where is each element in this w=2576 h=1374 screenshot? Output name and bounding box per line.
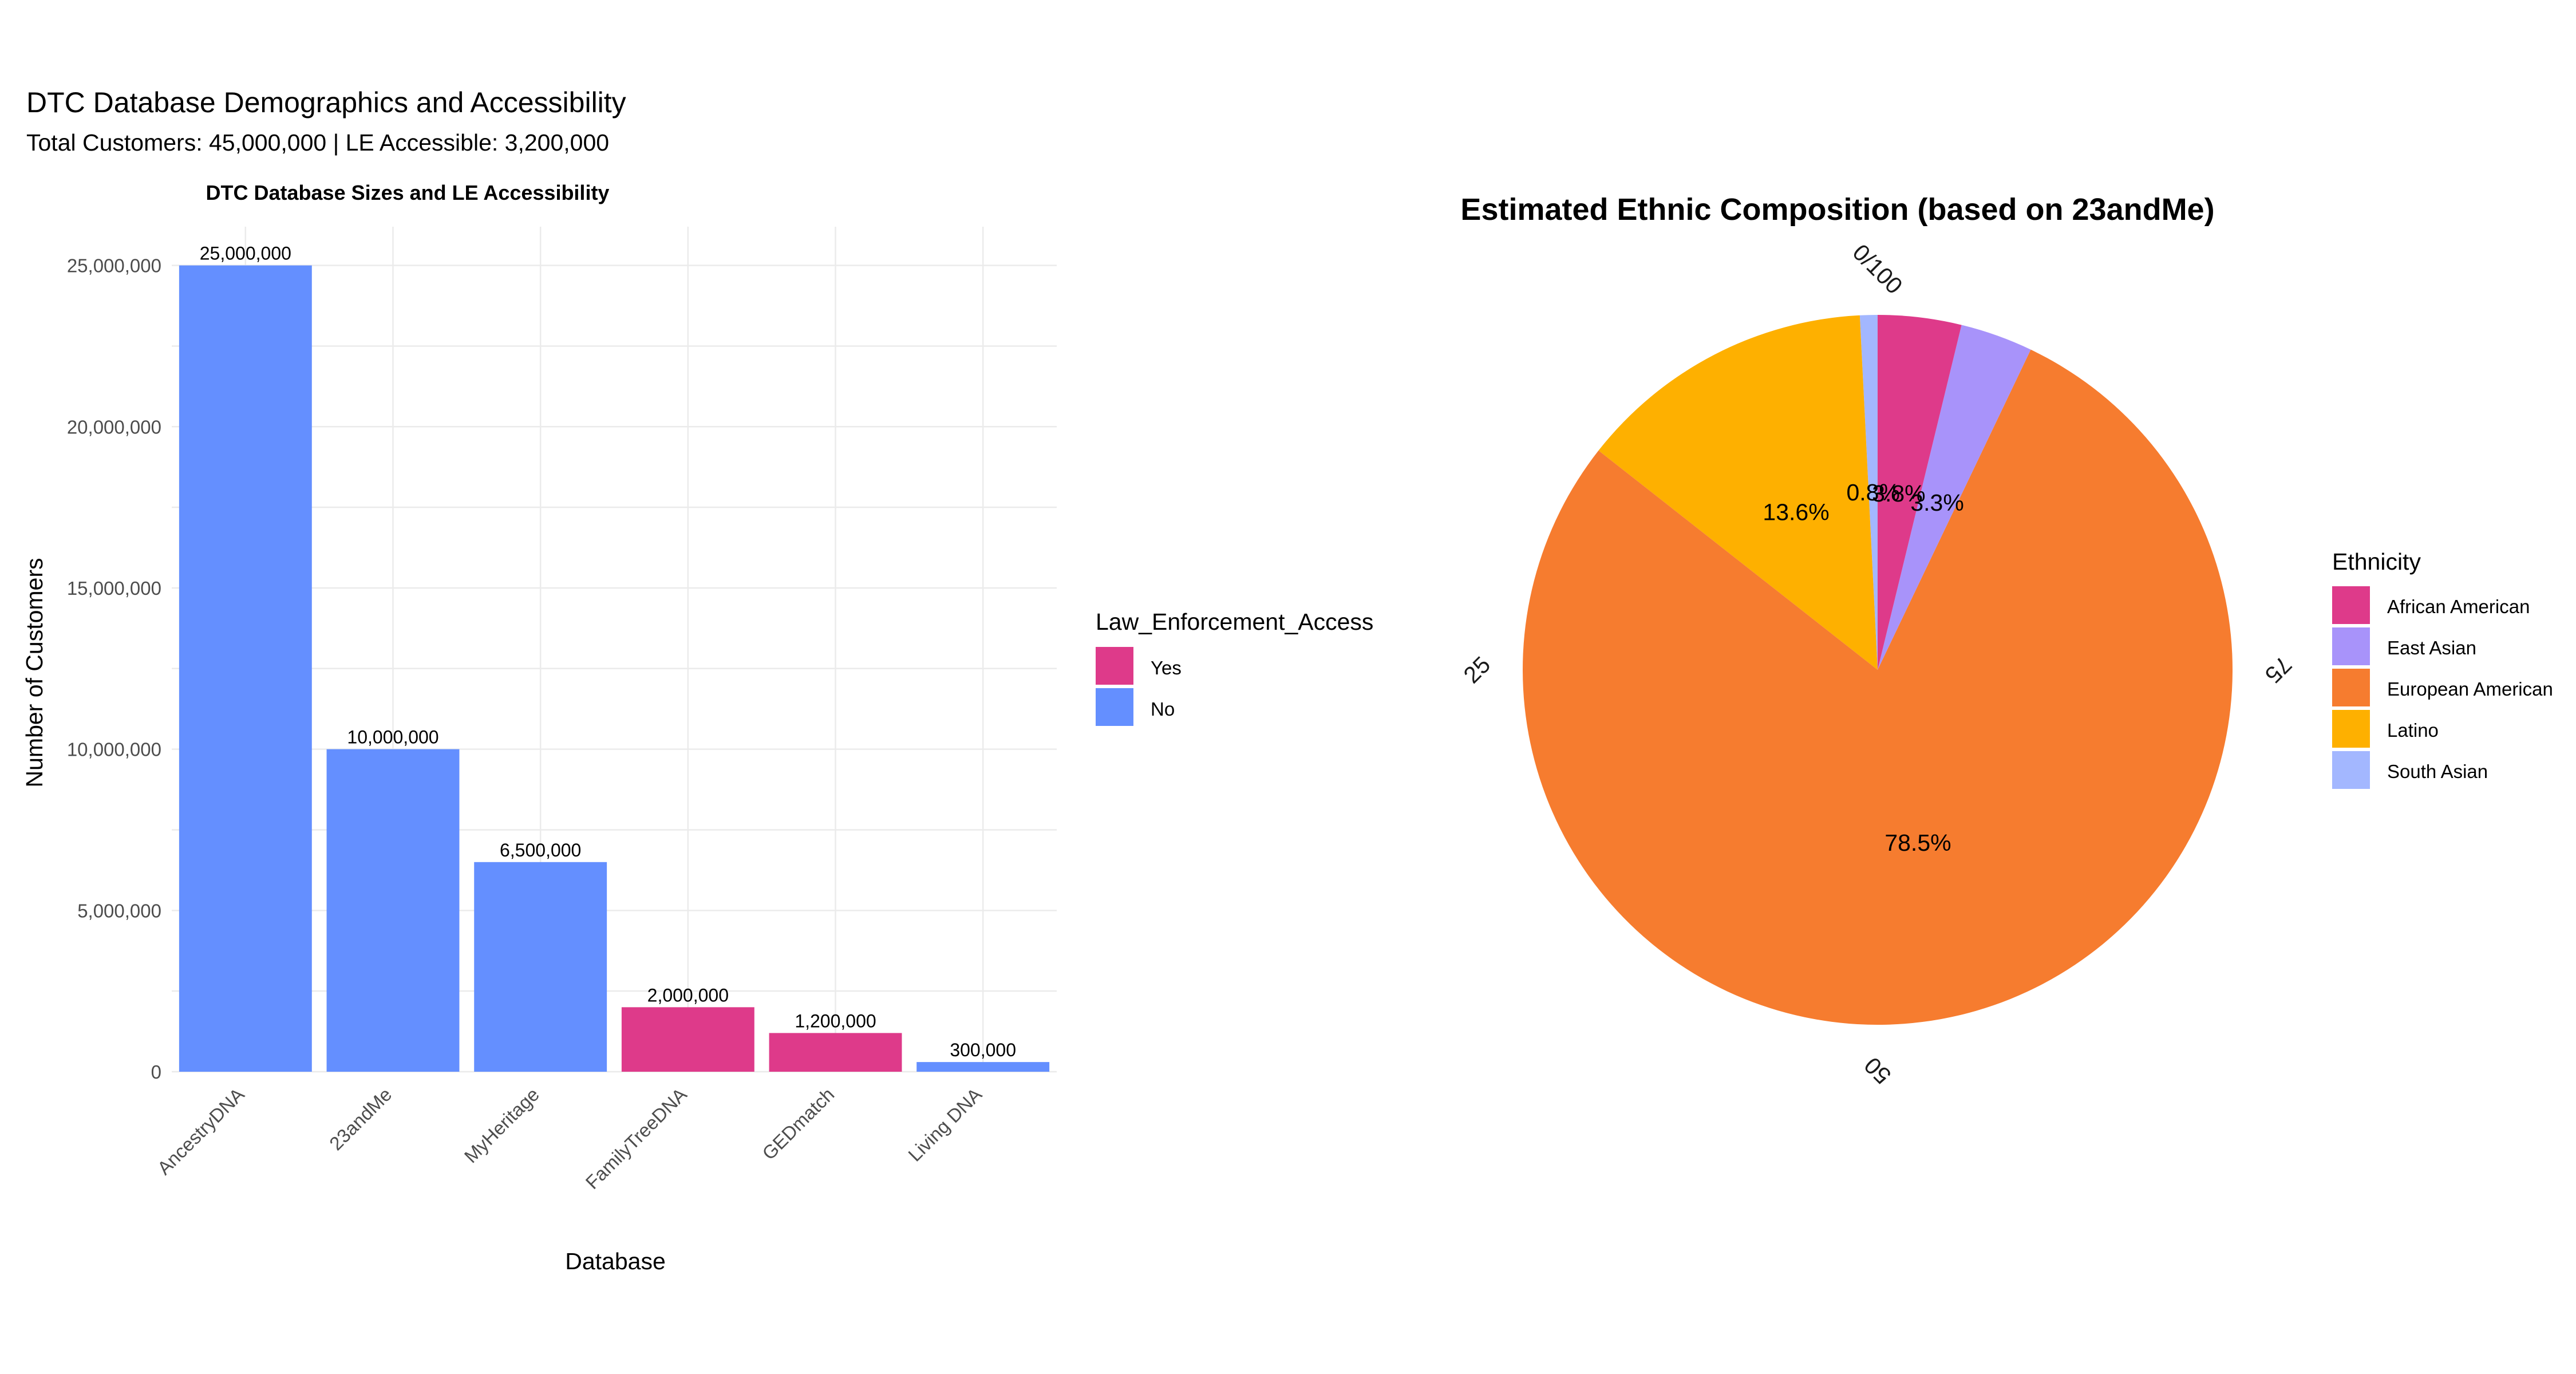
bar-legend: Law_Enforcement_Access Yes No — [1096, 609, 1373, 726]
pie-chart-title: Estimated Ethnic Composition (based on 2… — [1460, 192, 2214, 227]
figure-title: DTC Database Demographics and Accessibil… — [26, 86, 626, 119]
bar-legend-title: Law_Enforcement_Access — [1096, 609, 1373, 635]
y-tick-label: 15,000,000 — [67, 578, 161, 599]
y-tick-label: 20,000,000 — [67, 416, 161, 437]
legend-label-latino: Latino — [2387, 720, 2439, 741]
legend-label-african-american: African American — [2387, 596, 2530, 617]
legend-swatch-east-asian — [2332, 627, 2370, 665]
legend-swatch-south-asian — [2332, 751, 2370, 789]
legend-swatch-latino — [2332, 710, 2370, 748]
pie-percent-label: 13.6% — [1763, 499, 1829, 526]
bar-value-label: 10,000,000 — [347, 727, 438, 748]
y-axis-ticks: 0 5,000,000 10,000,000 15,000,000 20,000,000… — [67, 255, 161, 1083]
bar-value-labels: 25,000,000 10,000,000 6,500,000 2,000,000 1,… — [200, 243, 1016, 1060]
bar-value-label: 300,000 — [950, 1040, 1016, 1060]
bar-value-label: 1,200,000 — [795, 1010, 876, 1031]
bar-ancestrydna — [179, 265, 312, 1072]
y-tick-label: 0 — [151, 1061, 161, 1083]
figure-subtitle: Total Customers: 45,000,000 | LE Accessi… — [26, 129, 609, 156]
y-tick-label: 25,000,000 — [67, 255, 161, 277]
bar-23andme — [326, 749, 460, 1072]
bar-value-label: 25,000,000 — [200, 243, 291, 264]
pie-slice-european-american — [1523, 349, 2233, 1025]
pie-legend: Ethnicity African American East Asian Eu… — [2332, 548, 2553, 789]
legend-swatch-yes — [1096, 647, 1133, 685]
legend-label-south-asian: South Asian — [2387, 761, 2488, 782]
pie-slice-south-asian — [1859, 315, 1878, 670]
y-tick-label: 10,000,000 — [67, 739, 161, 760]
pie-percent-label: 0.8% — [1846, 479, 1899, 506]
legend-swatch-no — [1096, 688, 1133, 726]
pie-percent-labels: 0.8% 13.6% 78.5% 3.3%3.8% — [1763, 479, 1963, 856]
pie-slice-east-asian — [1878, 325, 2031, 670]
legend-swatch-european-american — [2332, 669, 2370, 706]
bar-series — [179, 265, 1050, 1072]
pie-legend-title: Ethnicity — [2332, 548, 2421, 575]
pie-chart: Estimated Ethnic Composition (based on 2… — [1459, 192, 2553, 1089]
x-axis-label: Database — [565, 1248, 666, 1274]
legend-swatch-african-american — [2332, 586, 2370, 624]
legend-label-east-asian: East Asian — [2387, 637, 2476, 658]
bar-value-label: 2,000,000 — [647, 985, 729, 1005]
bar-myheritage — [474, 862, 607, 1072]
pie-percent-label: 78.5% — [1884, 830, 1951, 856]
pie-slice-african-american — [1878, 315, 1962, 670]
pie-slices — [1523, 315, 2233, 1025]
bar-living-dna — [916, 1062, 1050, 1072]
bar-chart-title: DTC Database Sizes and LE Accessibility — [206, 181, 610, 204]
pie-percent-label: 3.8% — [1872, 480, 1925, 507]
bar-gedmatch — [769, 1033, 902, 1072]
y-axis-label: Number of Customers — [21, 558, 48, 787]
legend-label-no: No — [1151, 698, 1175, 720]
legend-label-yes: Yes — [1151, 657, 1182, 678]
y-tick-label: 5,000,000 — [77, 900, 161, 921]
pie-slice-latino — [1598, 315, 1878, 670]
pie-percent-label: 3.3% — [1910, 489, 1963, 516]
legend-label-european-american: European American — [2387, 678, 2553, 700]
bar-familytreedna — [621, 1007, 754, 1072]
bar-value-label: 6,500,000 — [500, 840, 581, 860]
